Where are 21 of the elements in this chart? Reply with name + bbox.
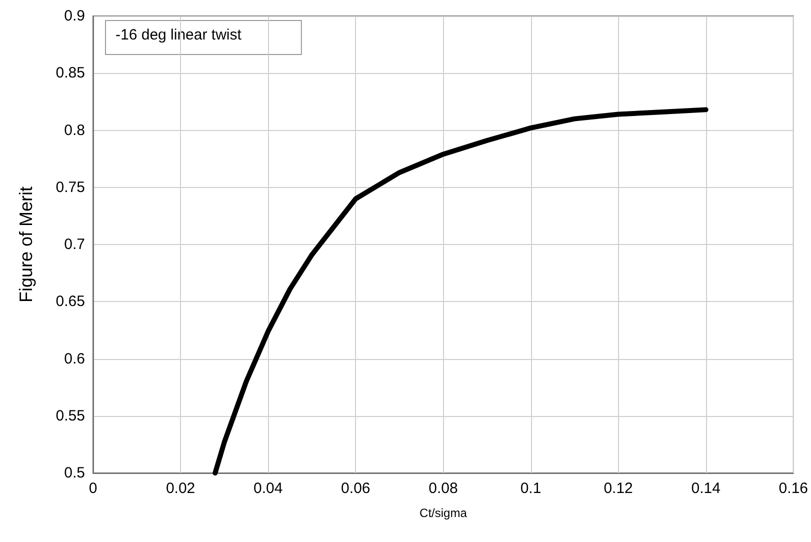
y-tick-label: 0.7	[64, 236, 85, 253]
x-tick-label: 0.08	[428, 480, 458, 497]
y-tick-label: 0.75	[56, 178, 85, 196]
y-tick-label: 0.65	[56, 293, 85, 310]
y-tick-label: 0.6	[64, 350, 85, 368]
y-tick-label: 0.85	[56, 64, 85, 82]
x-tick-label: 0	[88, 480, 98, 497]
x-tick-label: 0.14	[691, 480, 720, 497]
x-tick-label: 0.16	[778, 480, 808, 497]
y-tick-label: 0.8	[64, 122, 85, 139]
y-tick-label: 0.9	[64, 8, 85, 24]
y-axis-title: Figure of Merit	[16, 186, 36, 303]
x-tick-label: 0.04	[254, 480, 283, 497]
y-tick-label: 0.55	[56, 407, 85, 424]
x-tick-label: 0.02	[166, 480, 196, 497]
x-tick-label: 0.06	[341, 480, 370, 497]
x-axis-title: Ct/sigma	[420, 506, 468, 520]
annotation: -16 deg linear twist	[116, 26, 242, 44]
x-tick-label: 0.1	[520, 480, 542, 497]
x-tick-label: 0.12	[604, 480, 633, 497]
y-tick-label: 0.5	[64, 464, 85, 482]
